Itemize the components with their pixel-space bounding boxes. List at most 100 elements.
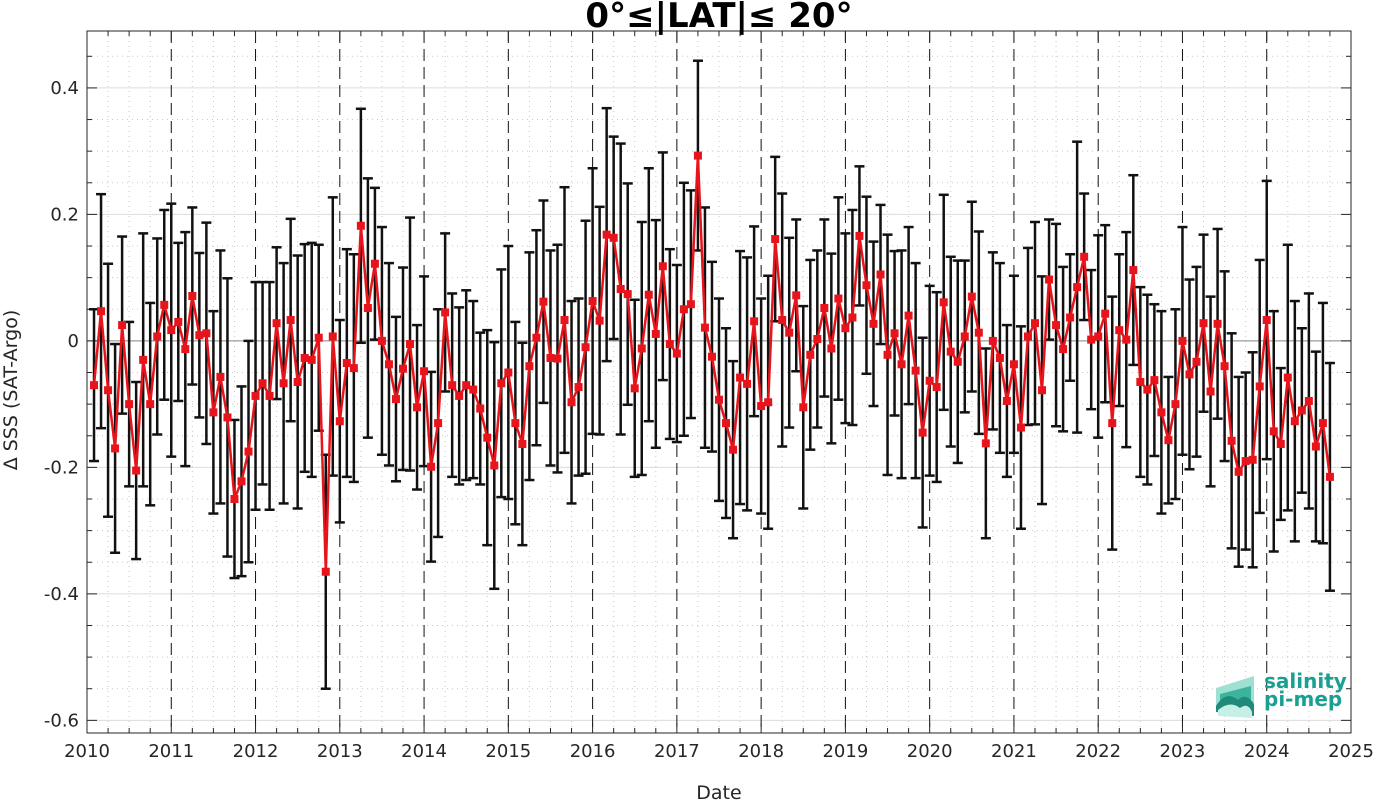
data-point: [195, 331, 204, 340]
data-point: [272, 319, 281, 328]
data-point: [609, 233, 618, 242]
data-point: [1164, 436, 1173, 445]
data-point: [1073, 283, 1082, 292]
data-point: [462, 381, 471, 390]
data-point: [918, 428, 927, 437]
data-point: [581, 343, 590, 352]
data-point: [553, 354, 562, 363]
data-point: [293, 378, 302, 386]
data-point: [420, 367, 429, 376]
y-tick-label: -0.4: [44, 584, 79, 605]
data-point: [1290, 417, 1299, 426]
data-point: [743, 379, 752, 388]
y-tick-label: 0.4: [50, 78, 79, 99]
data-point: [1108, 419, 1117, 428]
data-point: [286, 316, 295, 325]
data-point: [967, 292, 976, 301]
x-tick-label: 2021: [991, 741, 1037, 762]
data-point: [722, 419, 731, 428]
data-point: [946, 347, 955, 356]
data-point: [1101, 309, 1110, 318]
data-point: [700, 323, 709, 332]
x-tick-label: 2014: [401, 741, 447, 762]
data-point: [1325, 472, 1334, 481]
x-tick-label: 2020: [907, 741, 953, 762]
data-point: [1262, 316, 1271, 325]
data-point: [413, 403, 422, 412]
data-point: [511, 419, 520, 428]
data-point: [890, 329, 899, 338]
data-point: [356, 221, 365, 230]
data-point: [1122, 335, 1131, 344]
data-point: [132, 466, 141, 475]
data-point: [188, 291, 197, 300]
data-point: [265, 391, 274, 400]
data-point: [441, 308, 450, 317]
data-point: [813, 334, 822, 343]
data-point: [455, 391, 464, 400]
data-point: [792, 291, 801, 300]
data-point: [342, 359, 351, 368]
data-point: [469, 385, 478, 394]
data-point: [1066, 313, 1075, 322]
data-point: [1136, 378, 1145, 386]
data-point: [602, 230, 611, 239]
data-point: [321, 567, 330, 576]
x-tick-label: 2024: [1244, 741, 1290, 762]
data-point: [448, 381, 457, 390]
data-point: [630, 384, 639, 393]
x-tick-label: 2025: [1328, 741, 1374, 762]
data-point: [97, 307, 106, 316]
data-point: [1143, 385, 1152, 394]
data-point: [1227, 436, 1236, 445]
y-axis-label: Δ SSS (SAT-Argo): [0, 310, 22, 470]
data-point: [539, 297, 548, 306]
data-point: [736, 373, 745, 382]
data-point: [251, 391, 260, 400]
data-point: [427, 462, 436, 471]
data-point: [532, 333, 541, 342]
data-point: [1178, 336, 1187, 345]
data-point: [1255, 382, 1264, 391]
data-point: [729, 445, 738, 454]
data-point: [1206, 387, 1215, 396]
data-point: [1234, 467, 1243, 476]
data-point: [778, 316, 787, 325]
data-point: [981, 439, 990, 448]
data-point: [1311, 442, 1320, 451]
data-point: [216, 372, 225, 381]
data-point: [525, 362, 534, 371]
data-point: [1297, 406, 1306, 415]
data-point: [686, 300, 695, 309]
data-point: [1241, 457, 1250, 466]
data-point: [841, 324, 850, 333]
data-point: [932, 383, 941, 392]
data-point: [1038, 386, 1047, 395]
data-point: [623, 290, 632, 299]
x-tick-label: 2019: [822, 741, 868, 762]
data-point: [237, 477, 246, 486]
data-point: [153, 332, 162, 341]
data-point: [560, 316, 569, 325]
data-point: [939, 298, 948, 307]
data-point: [799, 403, 808, 412]
y-tick-label: 0.2: [50, 204, 79, 225]
data-point: [574, 383, 583, 392]
data-point: [862, 281, 871, 290]
data-point: [1171, 400, 1180, 409]
data-point: [672, 349, 681, 358]
data-point: [1276, 439, 1285, 448]
data-point: [1059, 345, 1068, 354]
data-point: [230, 495, 239, 503]
data-point: [616, 285, 625, 294]
data-point: [328, 332, 337, 341]
data-point: [90, 381, 99, 390]
data-point: [665, 340, 674, 349]
x-tick-label: 2012: [233, 741, 279, 762]
data-point: [827, 344, 836, 353]
data-point: [834, 294, 843, 303]
data-point: [707, 352, 716, 361]
data-point: [314, 333, 323, 342]
data-point: [1192, 357, 1201, 366]
